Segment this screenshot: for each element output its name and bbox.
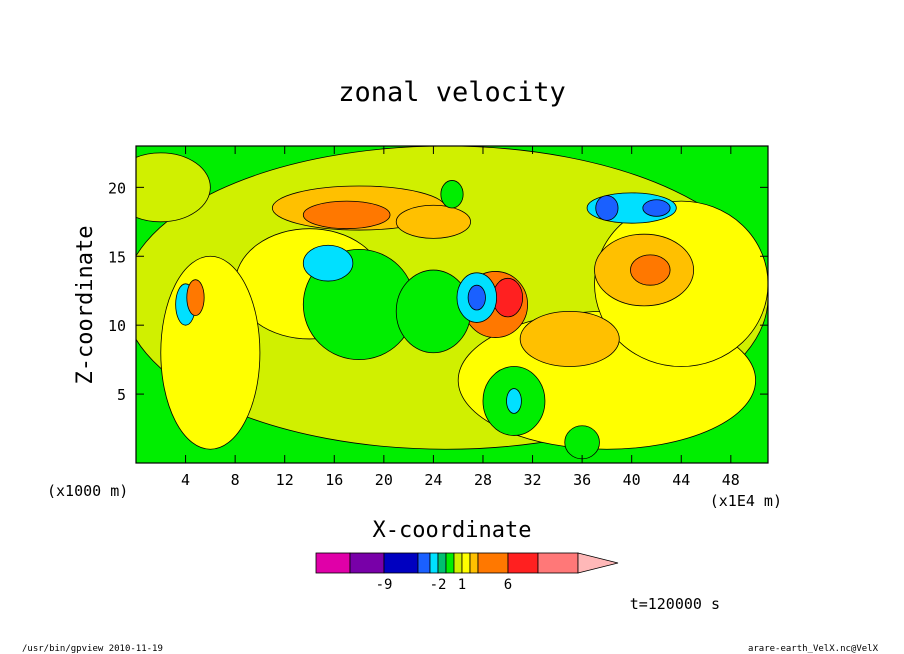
colorbar-swatch-3 — [417, 552, 431, 574]
colorbar-swatch-10 — [477, 552, 509, 574]
field-region-6 — [519, 310, 620, 367]
field-region-25 — [564, 425, 600, 460]
field-region-14 — [395, 269, 471, 354]
x-tick-label: 8 — [231, 471, 240, 489]
footer-left: /usr/bin/gpview 2010-11-19 — [22, 644, 163, 654]
field-region-27 — [136, 152, 211, 223]
field-region-26 — [440, 180, 464, 209]
colorbar-swatch-0 — [315, 552, 351, 574]
colorbar-swatch-7 — [453, 552, 463, 574]
colorbar-tick-label: -2 — [430, 577, 447, 593]
field-region-17 — [467, 284, 486, 311]
x-tick-label: 36 — [573, 471, 591, 489]
field-region-7 — [160, 255, 261, 450]
x-tick-label: 28 — [474, 471, 492, 489]
colorbar-tick-label: 6 — [504, 577, 512, 593]
colorbar-swatch-9 — [469, 552, 479, 574]
field-region-10 — [395, 204, 471, 239]
colorbar-swatch-6 — [445, 552, 455, 574]
y-tick-label: 5 — [117, 386, 126, 404]
y-tick-label: 10 — [108, 317, 126, 335]
field-region-24 — [186, 279, 205, 316]
field-region-12 — [492, 277, 524, 318]
colorbar-swatch-1 — [349, 552, 385, 574]
colorbar-swatch-4 — [429, 552, 439, 574]
x-axis-ticks: 4 8 12 16 20 24 28 32 36 40 44 48 — [181, 146, 740, 489]
field-region-19 — [506, 388, 522, 414]
field-regions — [136, 146, 768, 460]
y-axis-ticks: 5 10 15 20 — [108, 179, 768, 404]
colorbar-swatch-5 — [437, 552, 447, 574]
colorbar-swatch-12 — [537, 552, 579, 574]
colorbar-arrow — [577, 552, 619, 574]
field-region-22 — [595, 195, 619, 221]
colorbar-tick-label: 1 — [458, 577, 466, 593]
time-annotation: t=120000 s — [630, 595, 720, 613]
y-tick-label: 20 — [108, 179, 126, 197]
x-tick-label: 12 — [276, 471, 294, 489]
x-tick-label: 32 — [524, 471, 542, 489]
x-tick-label: 4 — [181, 471, 190, 489]
y-axis-label: Z-coordinate — [73, 226, 98, 385]
field-region-15 — [302, 244, 354, 282]
footer-right: arare-earth_VelX.nc@VelX — [748, 644, 879, 654]
chart-title: zonal velocity — [338, 77, 566, 108]
x-tick-label: 44 — [672, 471, 690, 489]
colorbar-swatch-8 — [461, 552, 471, 574]
field-region-5 — [630, 254, 671, 286]
x-unit-label: (x1E4 m) — [710, 492, 782, 510]
field-region-9 — [302, 200, 391, 230]
colorbar-tick-label: -9 — [376, 577, 393, 593]
field-region-21 — [642, 199, 671, 217]
colorbar: -9 -2 1 6 — [315, 552, 619, 593]
plot-frame — [135, 145, 769, 464]
colorbar-swatch-2 — [383, 552, 419, 574]
x-tick-label: 40 — [623, 471, 641, 489]
x-tick-label: 24 — [424, 471, 442, 489]
x-tick-label: 20 — [375, 471, 393, 489]
colorbar-swatch-11 — [507, 552, 539, 574]
x-tick-label: 16 — [325, 471, 343, 489]
x-tick-label: 48 — [722, 471, 740, 489]
x-axis-label: X-coordinate — [373, 518, 532, 543]
y-unit-label: (x1000 m) — [47, 482, 128, 500]
y-tick-label: 15 — [108, 248, 126, 266]
